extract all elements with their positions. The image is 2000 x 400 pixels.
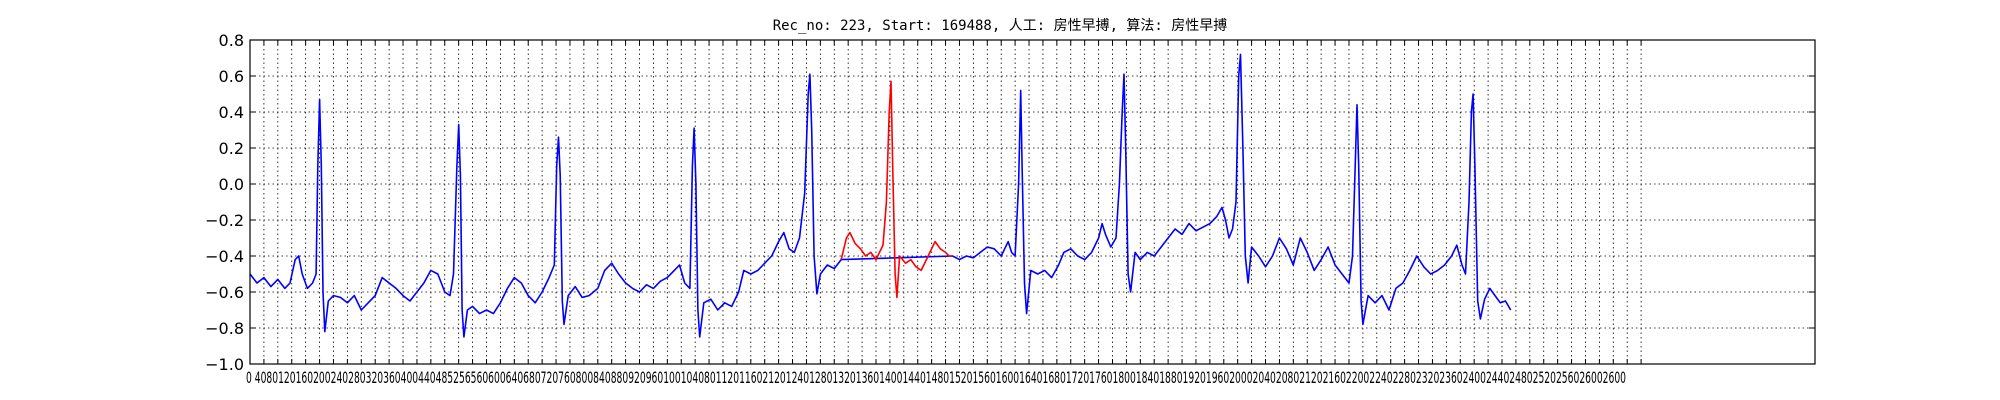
y-tick-label: 0.0: [219, 175, 244, 194]
x-tick-labels: 0 40801201602002402803203604004404852565…: [246, 368, 1626, 387]
x-axis: 0 40801201602002402803203604004404852565…: [246, 40, 1642, 387]
highlighted-beat-line: [840, 80, 953, 299]
y-axis: −1.0 −0.8 −0.6 −0.4 −0.2 0.0 0.2 0.4 0.6 0.8: [205, 31, 1815, 374]
series-lines: [249, 53, 1512, 338]
y-tick-label: −0.6: [205, 283, 244, 302]
y-tick-label: 0.2: [219, 139, 244, 158]
y-tick-label: −0.8: [205, 319, 244, 338]
plot-frame: [249, 39, 1816, 365]
ecg-series-line: [249, 53, 1512, 338]
y-tick-label: 0.8: [219, 31, 244, 50]
y-tick-label: −0.2: [205, 211, 244, 230]
y-tick-label: 0.6: [219, 67, 244, 86]
y-tick-label: 0.4: [219, 103, 244, 122]
grid: [250, 39, 1815, 365]
chart-title: Rec_no: 223, Start: 169488, 人工: 房性早搏, 算法…: [773, 17, 1228, 34]
y-tick-label: −0.4: [205, 247, 244, 266]
y-tick-label: −1.0: [205, 355, 244, 374]
